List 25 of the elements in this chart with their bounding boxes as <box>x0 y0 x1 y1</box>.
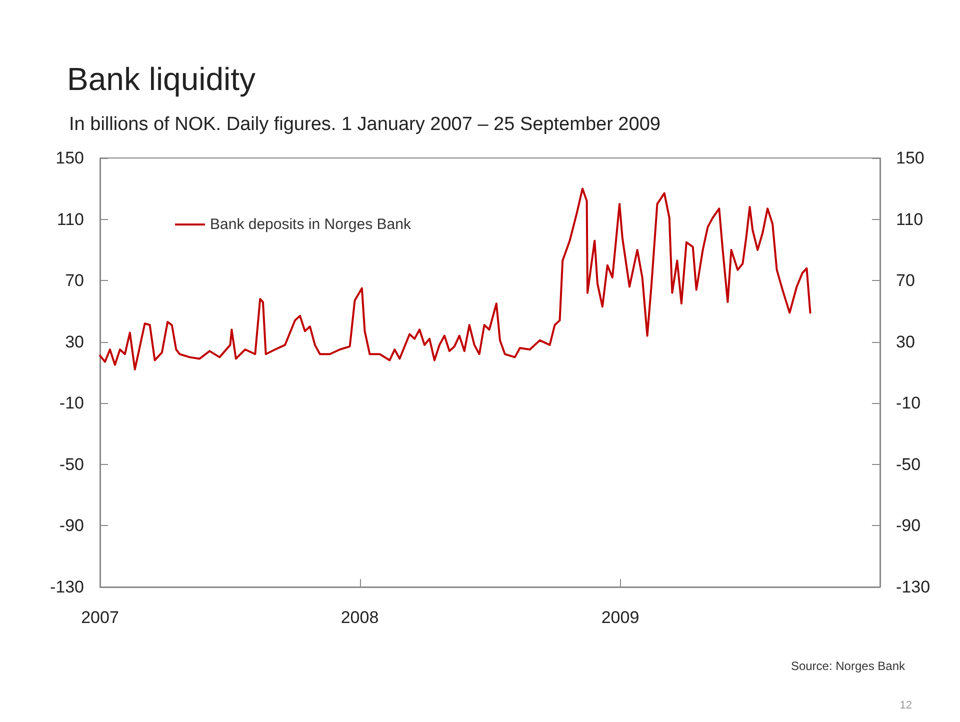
y-tick-label: -90 <box>59 516 84 536</box>
y-tick-label: 150 <box>56 148 84 168</box>
y2-tick-label: 110 <box>896 210 924 229</box>
line-series <box>99 188 812 370</box>
y-tick-label: 30 <box>65 332 84 352</box>
y-tick-label: -130 <box>50 578 84 596</box>
x-tick-label: 2009 <box>601 608 640 627</box>
y-tick-label: -50 <box>59 454 84 474</box>
x-tick-label: 2008 <box>340 608 379 627</box>
y2-tick-label: 150 <box>896 148 924 168</box>
text: 12 <box>900 700 912 712</box>
y2-tick-label: 30 <box>896 332 915 352</box>
y2-tick-label: -10 <box>896 394 921 413</box>
y-tick-label: 110 <box>56 210 84 229</box>
y2-tick-label: 70 <box>896 271 915 290</box>
y2-tick-label: -90 <box>896 516 921 536</box>
chart-title: Bank liquidity <box>67 61 256 97</box>
chart-subtitle: In billions of NOK. Daily figures. 1 January 2007 – 25 September 2009 <box>69 114 660 135</box>
y-tick-label: 70 <box>65 271 84 290</box>
x-tick-label: 2007 <box>81 608 119 627</box>
y2-tick-label: -130 <box>896 578 930 596</box>
y2-tick-label: -50 <box>896 454 921 474</box>
y-tick-label: -10 <box>59 394 84 413</box>
legend-label: Bank deposits in Norges Bank <box>210 216 412 233</box>
source-note: Source: Norges Bank <box>790 659 906 673</box>
